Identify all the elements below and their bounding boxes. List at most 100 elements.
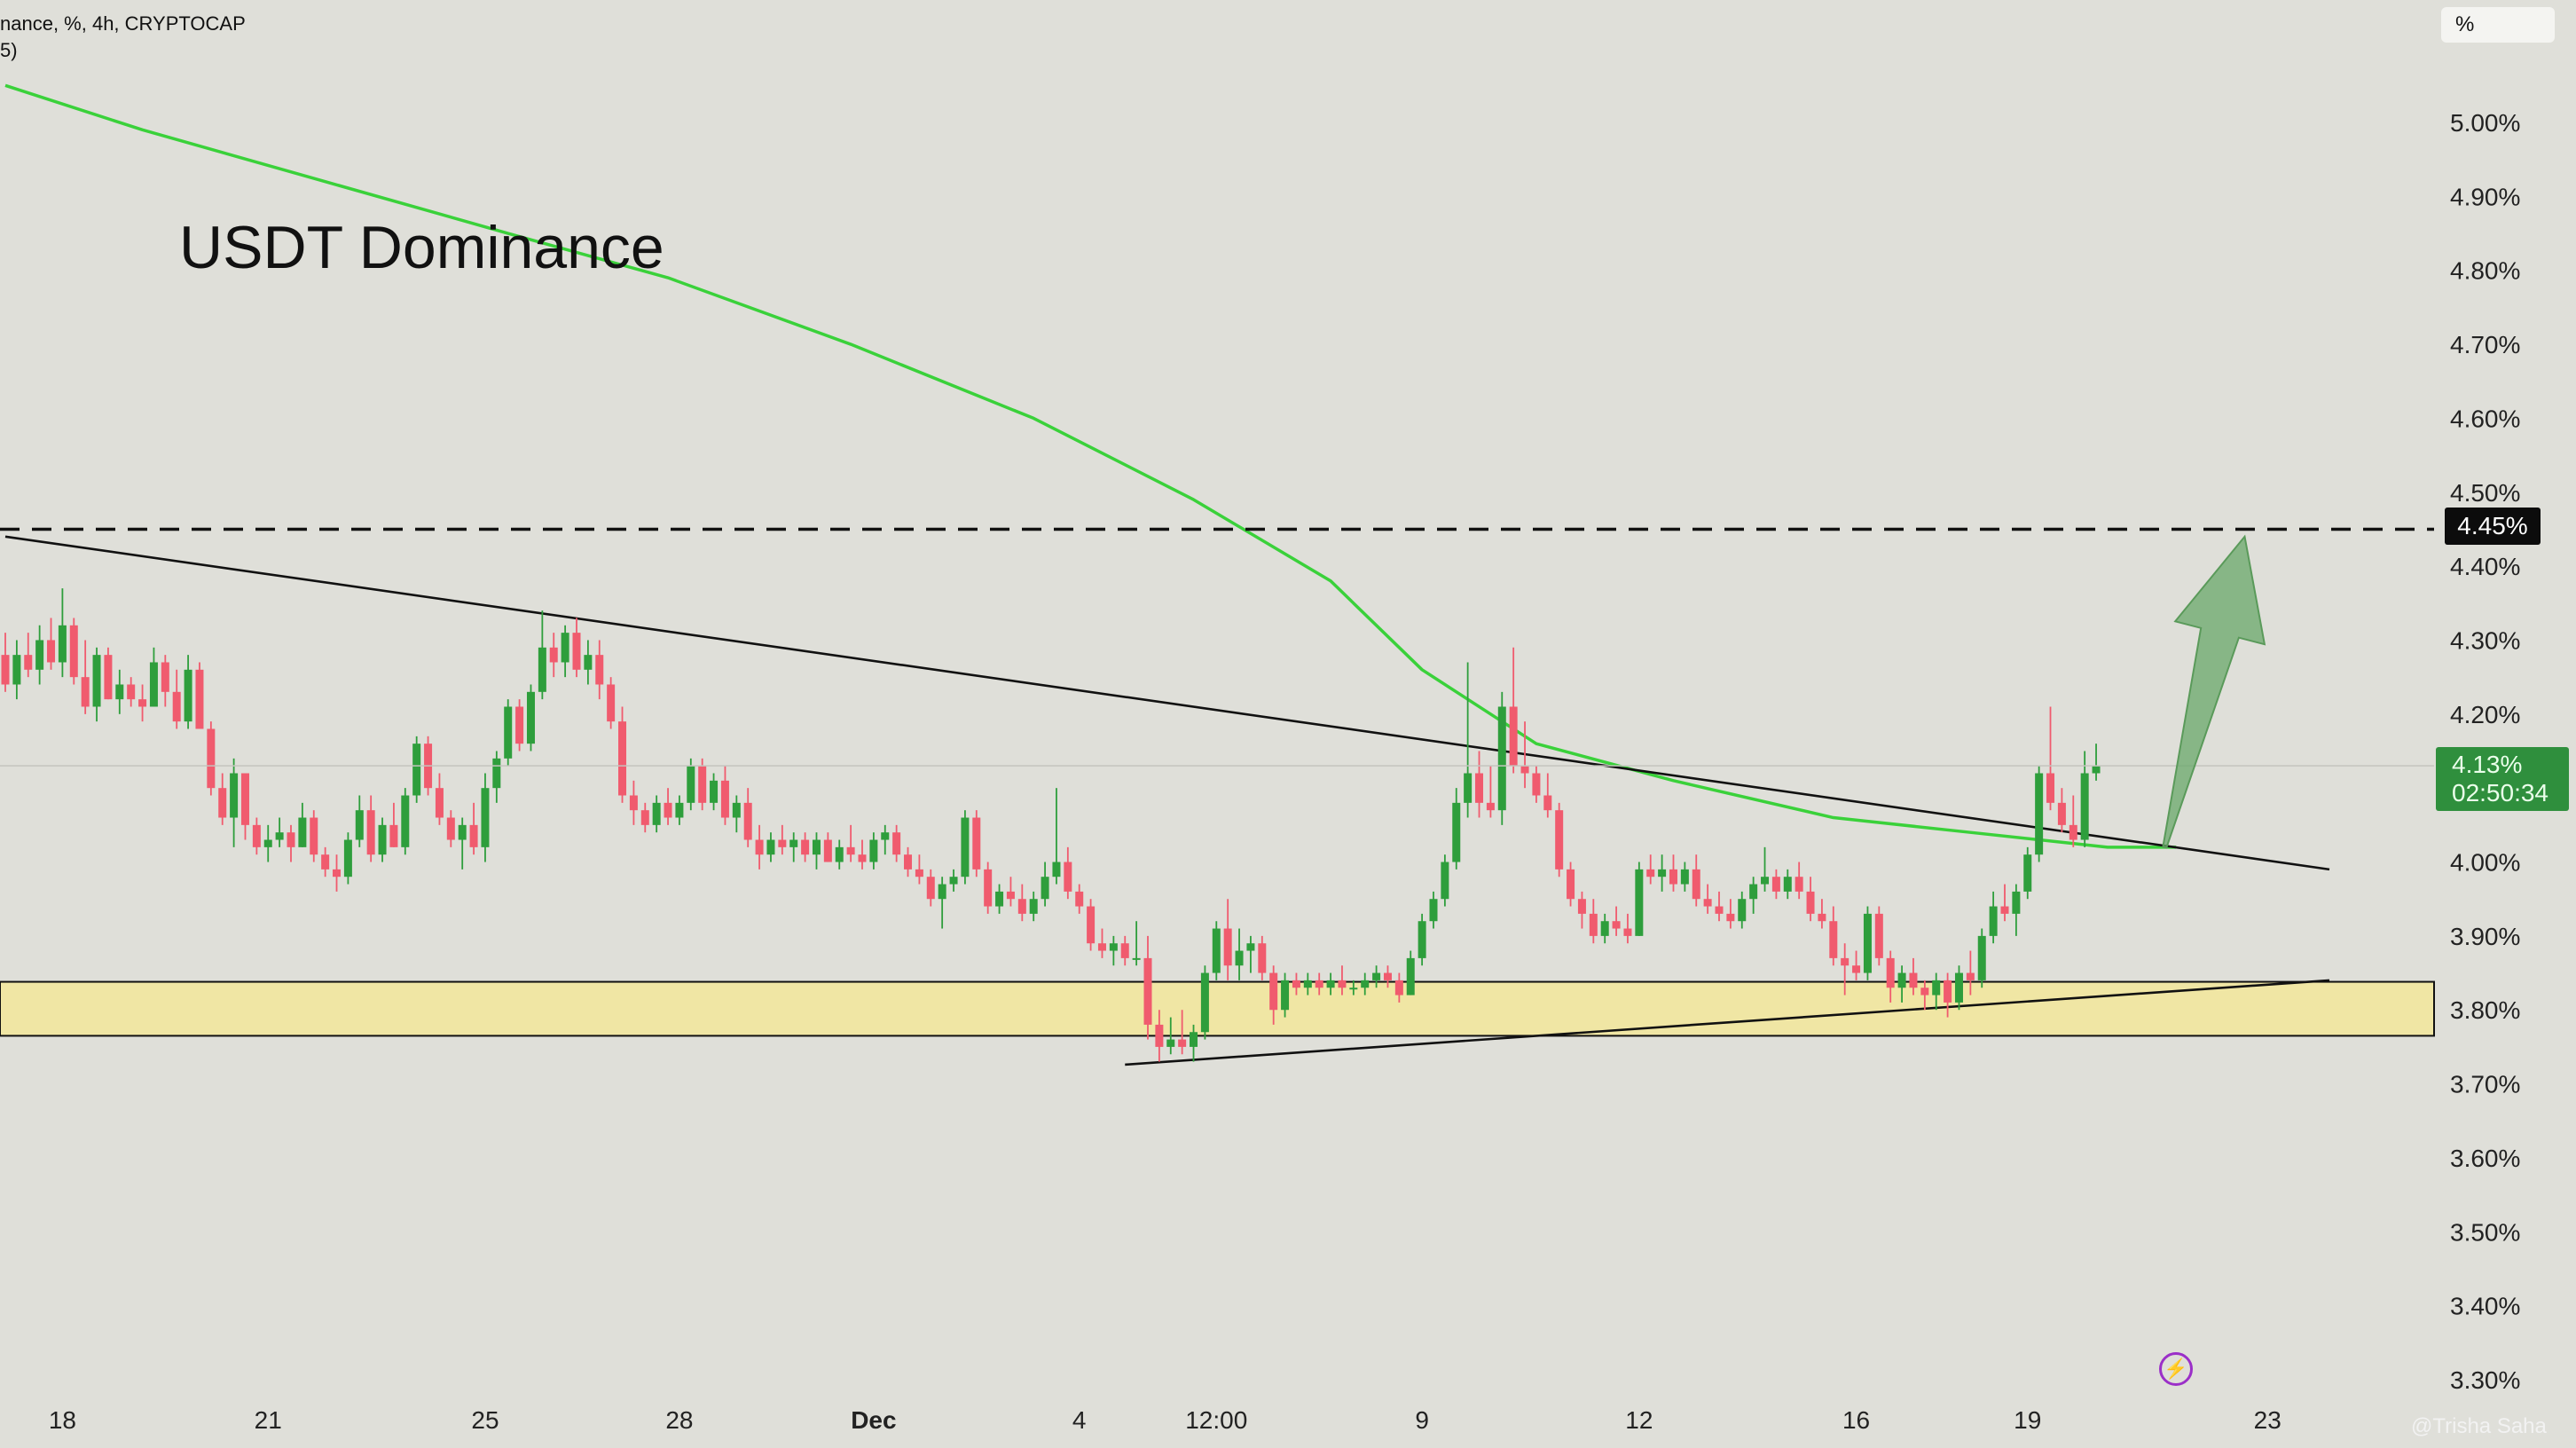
candle-body [195,669,204,729]
candle-body [1829,921,1838,958]
candle [778,824,787,855]
candle [1532,766,1541,803]
candle-body [401,795,410,847]
candle [926,869,935,907]
candle [812,832,821,870]
candle-body [904,854,913,870]
candle-body [333,869,342,877]
candle-body [1818,913,1826,922]
candle [1509,647,1518,774]
candle [1292,972,1300,996]
candle-body [755,839,764,855]
candle-body [1795,877,1803,892]
candle-body [1920,988,1929,996]
candle-body [1749,884,1758,900]
candle [1029,891,1038,922]
y-tick-label: 4.40% [2450,553,2520,580]
candle-body [1543,795,1552,811]
candle-body [1555,810,1564,870]
candle [1886,950,1895,1003]
candle [321,846,330,877]
y-tick-label: 3.70% [2450,1071,2520,1098]
candle-body [252,824,261,847]
candle-body [412,744,421,796]
time-axis-panel[interactable] [0,1400,2434,1448]
candle-body [1680,869,1689,885]
candle-body [1383,972,1392,980]
candle [1680,862,1689,892]
unit-selector[interactable]: % [2441,7,2555,43]
current-price-badge: 4.13% 02:50:34 [2436,747,2569,811]
candle-body [1577,899,1586,914]
candle [275,817,284,847]
candle [1692,854,1700,907]
candle-body [1464,773,1473,803]
y-tick-label: 4.50% [2450,479,2520,507]
candle [92,647,101,722]
candle-body [664,802,672,818]
candle-body [869,839,878,862]
candle [127,677,136,707]
candle [412,736,421,803]
candle [1829,906,1838,966]
candle [526,684,535,752]
candle-body [881,832,890,840]
candle-body [1200,972,1209,1033]
candle [1178,1010,1187,1055]
candle-body [1269,972,1278,1011]
candle-body [287,832,295,847]
candle [2069,795,2077,847]
candle [1017,884,1026,922]
support-zone [0,980,2435,1037]
y-tick-label: 4.90% [2450,183,2520,210]
candle [1577,891,1586,929]
candle [1190,1024,1198,1062]
symbol-ticker: nance, %, 4h, CRYPTOCAP [0,12,246,35]
candle [333,854,342,892]
candle-body [1589,913,1598,936]
lightning-bolt-icon[interactable]: ⚡ [2159,1352,2193,1386]
candle-body [2057,802,2066,825]
candle [24,633,33,678]
candle [1464,662,1473,818]
descending-trendline [4,535,2330,871]
candle [1543,773,1552,818]
candle [1635,862,1644,936]
candle-body [1029,899,1038,914]
candle-body [1418,921,1426,958]
candle [1771,869,1780,900]
candle [1383,965,1392,988]
candle-body [184,669,192,722]
candle [2012,884,2021,936]
candle [1349,980,1358,996]
candle [1863,906,1872,980]
candle-body [687,766,695,803]
candle-body [1612,921,1621,929]
candle-body [526,691,535,744]
candle [1909,957,1918,996]
candle-body [1989,906,1998,936]
candle [1223,899,1232,980]
candle [355,795,364,847]
candle [366,795,375,862]
price-axis-panel[interactable] [2434,0,2576,1448]
candle-body [538,647,546,692]
candle-body [1669,869,1677,885]
candle [149,647,158,707]
x-tick-label: 16 [1842,1406,1870,1434]
candle-body [12,655,21,685]
candle-body [1338,980,1347,988]
candle-body [1486,802,1495,811]
candle [35,625,44,685]
x-tick-label: 23 [2254,1406,2281,1434]
candle [1761,846,1770,892]
candle-body [823,839,832,862]
candle-body [115,684,124,700]
candle [549,633,558,678]
candle [1612,906,1621,936]
candle-body [1326,980,1335,988]
candle [240,773,249,840]
candle [755,824,764,870]
candle [115,669,124,714]
